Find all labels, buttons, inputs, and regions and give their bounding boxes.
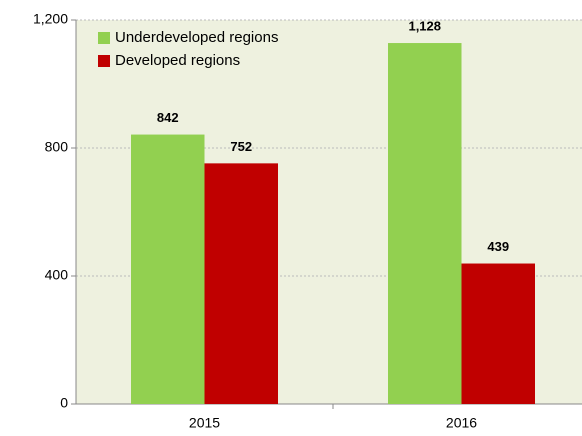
value-label: 752 [230,139,252,154]
bar [204,163,278,404]
legend-swatch [98,55,110,67]
y-tick-label: 800 [45,139,69,155]
value-label: 842 [157,110,179,125]
x-tick-label: 2016 [446,415,477,431]
y-tick-label: 0 [60,395,68,411]
value-label: 1,128 [408,18,441,33]
bar [461,263,535,404]
legend-swatch [98,32,110,44]
value-label: 439 [487,239,509,254]
y-tick-label: 400 [45,267,69,283]
legend-label: Developed regions [115,52,240,69]
bar [388,43,462,404]
legend-label: Underdeveloped regions [115,29,278,46]
bar [131,134,205,404]
x-tick-label: 2015 [189,415,220,431]
y-tick-label: 1,200 [33,11,68,27]
